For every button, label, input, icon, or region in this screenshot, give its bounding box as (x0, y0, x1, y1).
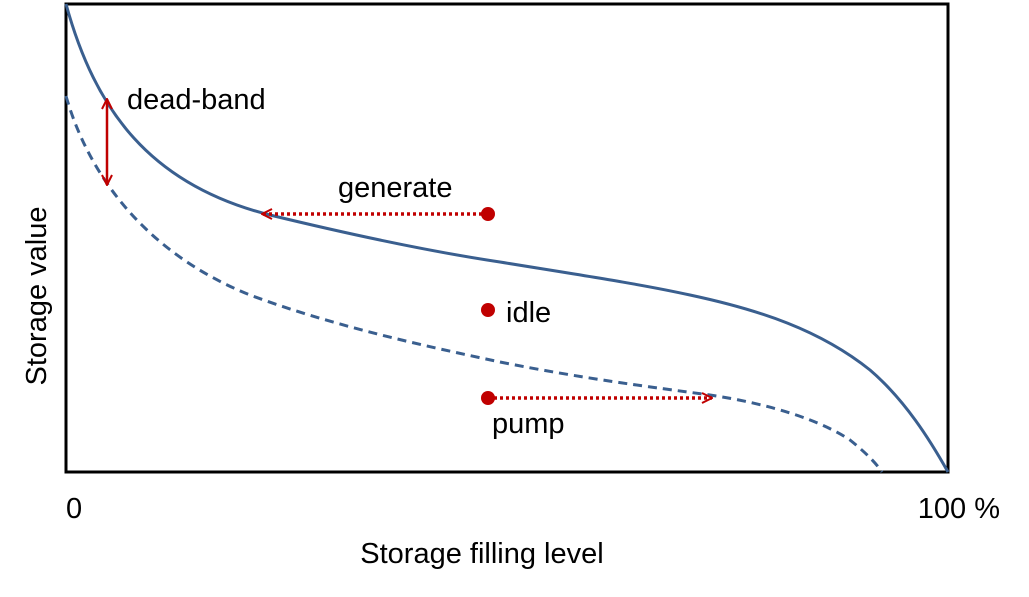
y-axis-label: Storage value (21, 207, 53, 386)
idle-point (481, 303, 495, 317)
x-tick-start: 0 (66, 493, 82, 525)
pump-threshold-curve (64, 95, 884, 473)
plot-frame (64, 2, 950, 474)
generate-point (481, 207, 495, 221)
idle-label: idle (506, 297, 551, 329)
generate-threshold-curve (64, 3, 950, 473)
pump-point (481, 391, 495, 405)
x-axis-label: Storage filling level (360, 538, 603, 570)
dead-band-label: dead-band (127, 84, 266, 116)
x-tick-end: 100 % (918, 493, 1000, 525)
generate-label: generate (338, 172, 453, 204)
pump-label: pump (492, 408, 565, 440)
